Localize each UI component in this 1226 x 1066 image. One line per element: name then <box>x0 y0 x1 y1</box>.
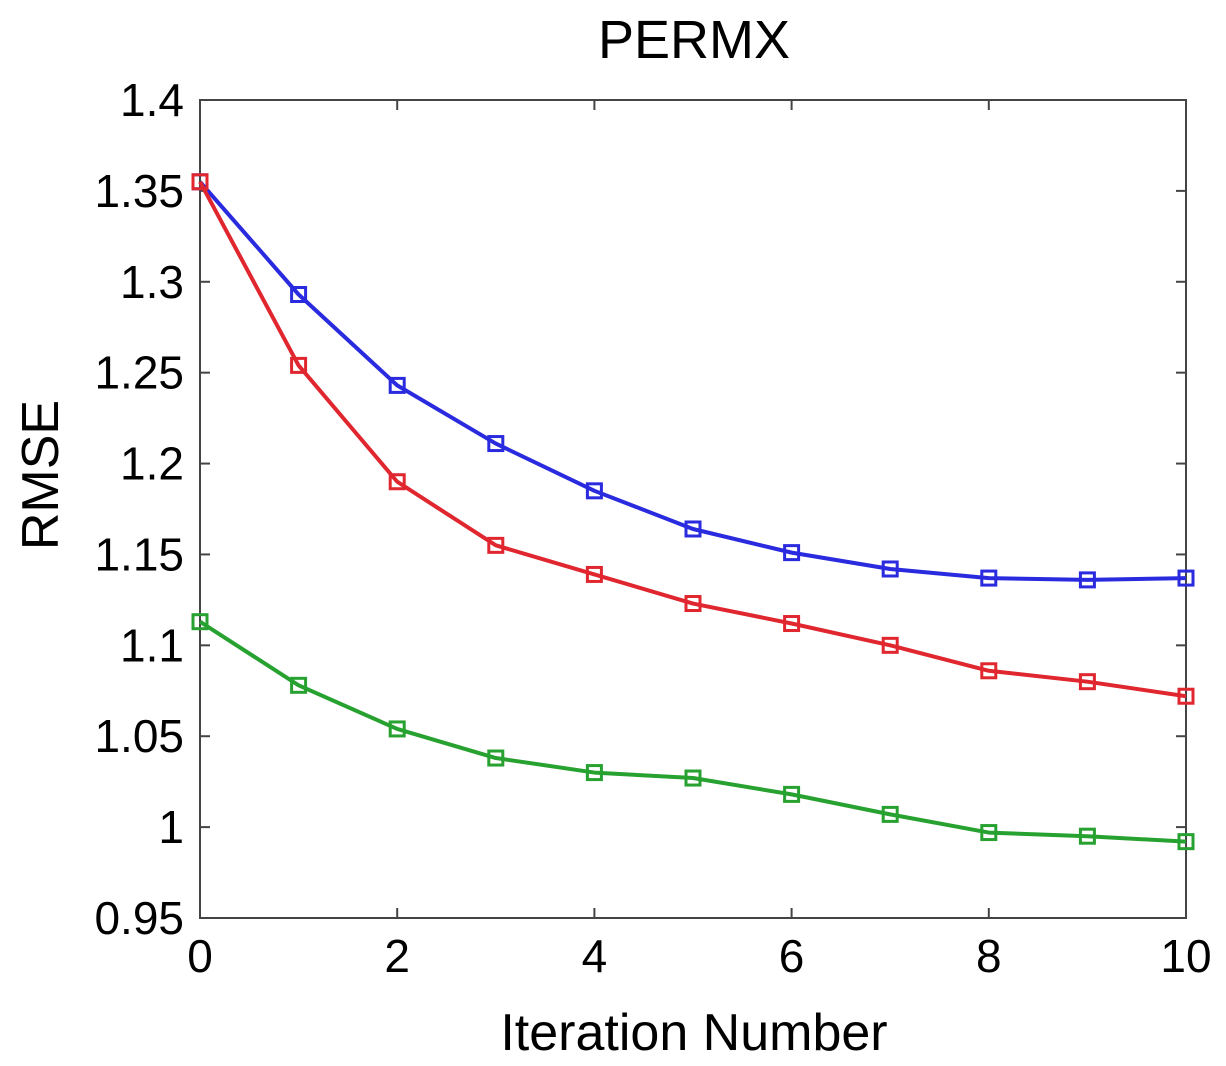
series-1-point <box>1177 569 1195 587</box>
series-line-2 <box>198 180 1187 699</box>
x-tick-label: 10 <box>1160 930 1211 982</box>
series-3-point <box>487 749 505 767</box>
y-tick-label: 1.3 <box>120 256 184 308</box>
series-1-point <box>881 560 899 578</box>
series-lines <box>191 173 1195 851</box>
series-1-point <box>585 482 603 500</box>
series-3-point <box>980 824 998 842</box>
x-tick-label: 0 <box>187 930 213 982</box>
series-2-point <box>783 615 801 633</box>
y-tick-label: 0.95 <box>94 892 184 944</box>
series-2-point <box>191 173 209 191</box>
plot-area-frame <box>199 99 1187 919</box>
series-3-point <box>684 769 702 787</box>
y-tick-label: 1.25 <box>94 347 184 399</box>
x-tick-label: 4 <box>582 930 608 982</box>
series-1-point <box>290 286 308 304</box>
series-2-point <box>585 565 603 583</box>
y-tick-label: 1.2 <box>120 438 184 490</box>
series-1-point <box>388 376 406 394</box>
axis-ticks: 0 2 4 6 8 10 0.95 1 1.05 1.1 1.15 1.2 1.25 1.3 1.35 1.4 <box>94 74 1211 982</box>
x-tick-label: 6 <box>779 930 805 982</box>
chart-title: PERMX <box>598 10 790 70</box>
series-3-point <box>290 676 308 694</box>
series-1-point <box>487 435 505 453</box>
y-tick-label: 1 <box>158 801 184 853</box>
y-tick-label: 1.4 <box>120 74 184 126</box>
series-3-point <box>783 785 801 803</box>
series-2-point <box>1177 687 1195 705</box>
y-tick-label: 1.05 <box>94 710 184 762</box>
series-1-point <box>980 569 998 587</box>
series-2-point <box>881 636 899 654</box>
series-2-point <box>388 473 406 491</box>
series-2-point <box>487 536 505 554</box>
series-3-point <box>881 805 899 823</box>
y-tick-label: 1.35 <box>94 165 184 217</box>
series-2-point <box>980 662 998 680</box>
x-tick-label: 8 <box>976 930 1002 982</box>
series-3-point <box>585 764 603 782</box>
series-3-point <box>1177 833 1195 851</box>
y-tick-label: 1.15 <box>94 528 184 580</box>
series-1-point <box>1078 571 1096 589</box>
x-tick-label: 2 <box>384 930 410 982</box>
y-axis-title: RMSE <box>12 400 70 550</box>
x-axis-title: Iteration Number <box>500 1004 887 1062</box>
y-tick-label: 1.1 <box>120 619 184 671</box>
series-3-point <box>191 613 209 631</box>
series-3-point <box>388 720 406 738</box>
series-2-point <box>290 356 308 374</box>
series-1-point <box>783 544 801 562</box>
series-2-point <box>684 595 702 613</box>
series-2-point <box>1078 673 1096 691</box>
series-line-1 <box>198 180 1187 582</box>
series-1-point <box>684 520 702 538</box>
series-line-3 <box>198 620 1187 844</box>
series-3-point <box>1078 827 1096 845</box>
